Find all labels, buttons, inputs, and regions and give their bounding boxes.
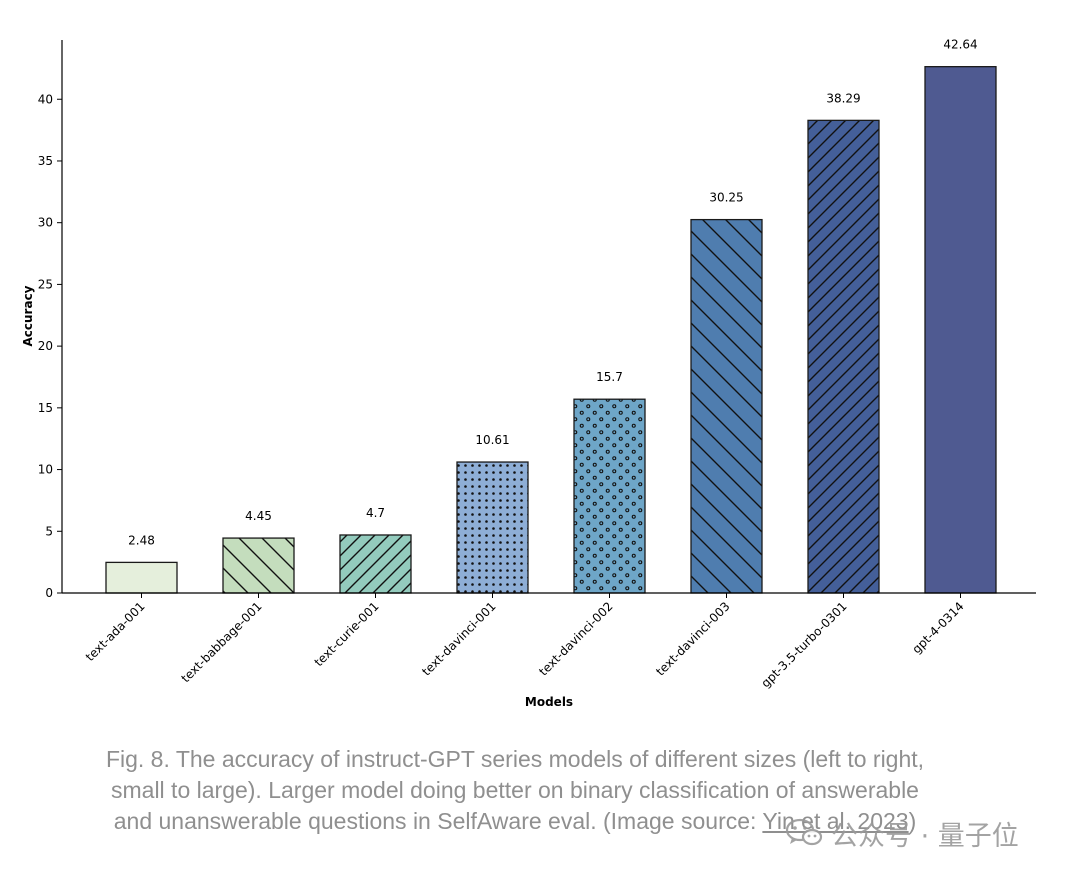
y-axis-title: Accuracy (21, 285, 35, 346)
bar-text-curie-001 (339, 534, 412, 594)
bar-text-babbage-001 (222, 537, 295, 594)
value-label-gpt-4-0314: 42.64 (943, 38, 977, 52)
x-tick-label-gpt-4-0314: gpt-4-0314 (910, 599, 967, 656)
x-tick-label-text-ada-001: text-ada-001 (83, 599, 148, 664)
caption-tail: ) (908, 808, 917, 834)
watermark: 公众号 · 量子位 (785, 813, 1019, 853)
x-tick-label-text-davinci-002: text-davinci-002 (536, 599, 615, 678)
value-label-text-babbage-001: 4.45 (245, 509, 272, 523)
value-label-text-davinci-002: 15.7 (596, 370, 623, 384)
x-tick-label-text-davinci-001: text-davinci-001 (419, 599, 498, 678)
watermark-text: 公众号 · 量子位 (831, 820, 1019, 852)
x-tick-label-text-davinci-003: text-davinci-003 (653, 599, 732, 678)
bar-text-davinci-003 (690, 218, 763, 594)
y-tick-label-5: 5 (45, 524, 53, 538)
bar-gpt-4-0314 (924, 66, 997, 594)
bar-gpt-3.5-turbo-0301 (807, 119, 880, 594)
value-labels-group: 2.48 4.45 4.7 10.61 15.7 30.25 38.29 42.64 (128, 38, 978, 548)
y-tick-label-25: 25 (38, 277, 53, 291)
value-label-text-davinci-001: 10.61 (475, 433, 509, 447)
caption-text: Fig. 8. The accuracy of instruct-GPT ser… (105, 746, 925, 834)
axes-group: text-ada-001 text-babbage-001 text-curie-0… (38, 40, 1036, 690)
y-tick-label-15: 15 (38, 401, 53, 415)
y-tick-label-20: 20 (38, 339, 53, 353)
bar-chart: text-ada-001 text-babbage-001 text-curie-0… (21, 38, 1036, 709)
y-tick-label-0: 0 (45, 586, 53, 600)
bars-group (105, 66, 997, 594)
value-label-text-ada-001: 2.48 (128, 533, 155, 547)
bar-text-ada-001 (105, 561, 178, 594)
y-tick-label-35: 35 (38, 154, 53, 168)
figure-caption: Fig. 8. The accuracy of instruct-GPT ser… (90, 744, 940, 837)
value-label-gpt-3.5-turbo-0301: 38.29 (826, 91, 860, 105)
wechat-icon (785, 818, 823, 846)
x-tick-label-text-curie-001: text-curie-001 (312, 599, 382, 669)
y-tick-label-40: 40 (38, 92, 53, 106)
x-tick-label-text-babbage-001: text-babbage-001 (178, 599, 264, 685)
y-tick-label-10: 10 (38, 463, 53, 477)
x-axis-title: Models (525, 695, 573, 709)
y-tick-label-30: 30 (38, 216, 53, 230)
bar-text-davinci-001 (456, 461, 529, 594)
value-label-text-curie-001: 4.7 (366, 506, 385, 520)
value-label-text-davinci-003: 30.25 (709, 191, 743, 205)
x-tick-label-gpt-3.5-turbo-0301: gpt-3.5-turbo-0301 (758, 599, 849, 690)
bar-text-davinci-002 (573, 398, 646, 594)
